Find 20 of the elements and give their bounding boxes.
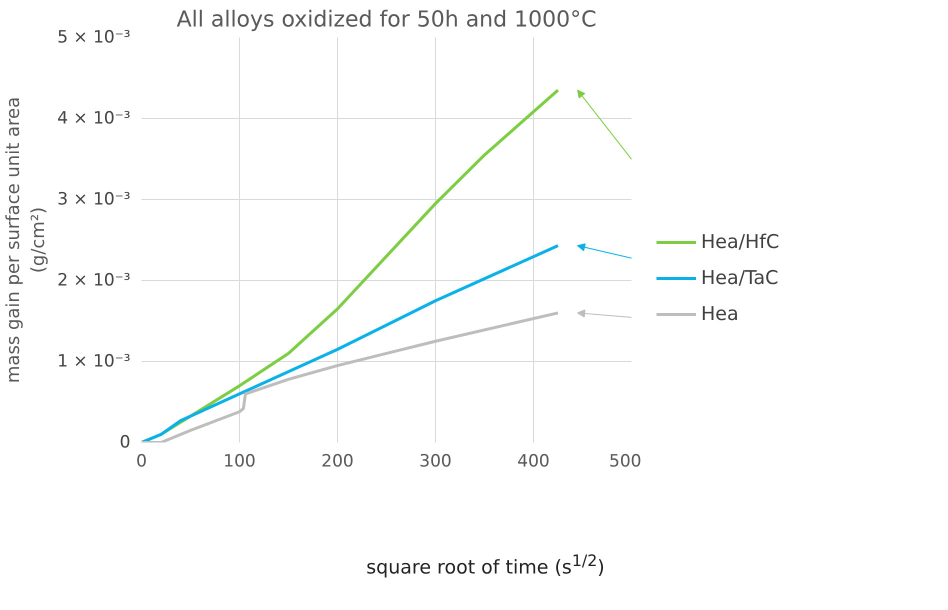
y-tick-label: 2 × 10⁻³ [57, 270, 131, 290]
x-tick-label: 100 [223, 452, 256, 472]
y-tick-label: 4 × 10⁻³ [57, 108, 131, 128]
x-tick-label: 200 [321, 452, 354, 472]
y-axis-title: mass gain per surface unit area (g/cm²) [3, 96, 50, 384]
x-tick-label: 300 [419, 452, 452, 472]
x-tick-label: 500 [609, 452, 642, 472]
chart-title: All alloys oxidized for 50h and 1000°C [176, 8, 596, 32]
legend-label: Hea/HfC [701, 230, 780, 252]
legend-label: Hea/TaC [701, 266, 778, 288]
x-tick-label: 400 [517, 452, 550, 472]
x-tick-label: 0 [136, 452, 147, 472]
y-tick-label: 3 × 10⁻³ [57, 190, 131, 210]
line-series [142, 244, 560, 442]
line-series [142, 311, 560, 442]
y-tick-label: 5 × 10⁻³ [57, 28, 131, 48]
legend-label: Hea [701, 302, 739, 324]
y-tick-label: 1 × 10⁻³ [57, 352, 131, 372]
y-tick-label: 0 [120, 432, 131, 452]
x-axis-title: square root of time (s$^{1/2}$) [365, 550, 606, 580]
